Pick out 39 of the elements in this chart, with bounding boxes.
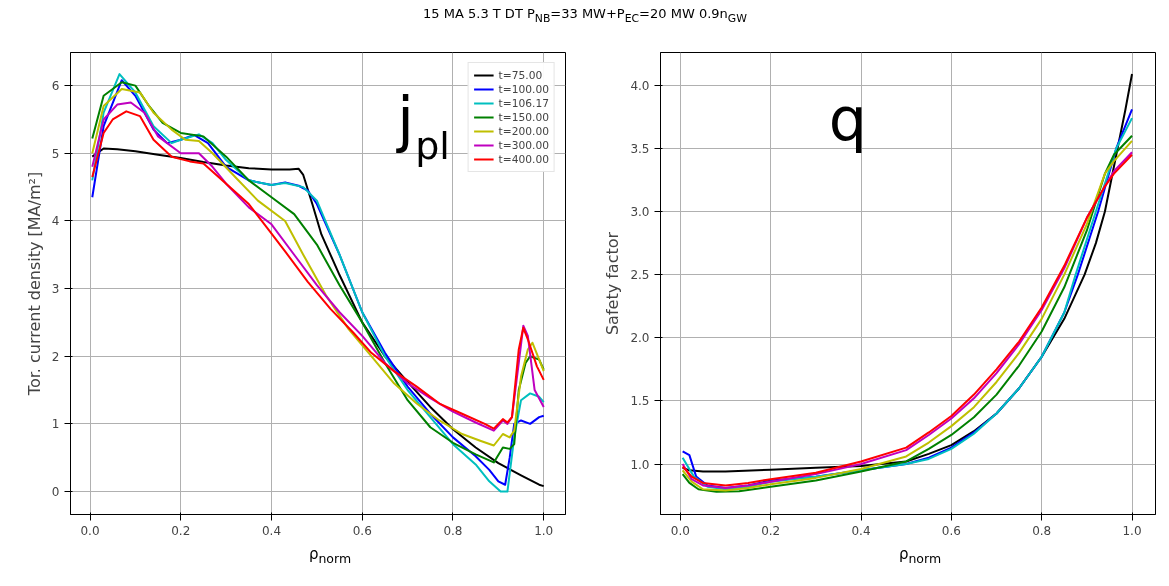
legend-label: t=200.00 [498,124,549,138]
x-tick-label: 0.2 [761,523,781,538]
x-tick-label: 0.2 [171,523,191,538]
y-tick-label: 2.0 [630,331,650,346]
y-tick-label: 2 [51,349,60,364]
legend-label: t=100.00 [498,82,549,96]
legend-label: t=106.17 [498,96,549,110]
y-tick-label: 1.5 [630,394,650,409]
x-tick-label: 0.4 [851,523,871,538]
y-tick-label: 5 [51,146,60,161]
x-tick-label: 0.6 [352,523,372,538]
y-tick-label: 3.5 [630,141,650,156]
x-axis-title: ρ$_{norm}$ [898,544,942,568]
legend-label: t=400.00 [498,152,549,166]
y-tick-label: 6 [51,79,60,94]
y-tick-label: 1.0 [630,457,650,472]
x-tick-label: 1.0 [534,523,554,538]
y-axis-title: Safety factor [603,231,623,336]
x-axis-title: ρ$_{norm}$ [308,544,352,568]
y-tick-label: 4.0 [630,78,650,93]
x-tick-label: 0.6 [941,523,961,538]
legend-label: t=150.00 [498,110,549,124]
chart-title: 15 MA 5.3 T DT P$_{NB}$=33 MW+P$_{EC}$=20 MW 0.9n$_{GW}$ [423,5,747,27]
x-tick-label: 0.4 [261,523,282,538]
y-tick-label: 4 [51,214,60,229]
y-tick-label: 0 [51,485,60,499]
legend-label: t=300.00 [498,138,549,152]
y-axis-title: Tor. current density [MA/m²] [24,171,44,397]
y-tick-label: 3.0 [630,205,650,220]
y-tick-label: 3 [51,282,60,297]
x-tick-label: 0.8 [1032,523,1052,538]
legend-label: t=75.00 [498,68,543,82]
x-tick-label: 0.0 [670,523,690,538]
annotation: q [828,84,867,155]
y-tick-label: 2.5 [630,268,650,283]
x-tick-label: 1.0 [1122,523,1142,538]
x-tick-label: 0.8 [443,523,463,538]
x-tick-label: 0.0 [80,523,100,538]
y-tick-label: 1 [51,417,60,432]
